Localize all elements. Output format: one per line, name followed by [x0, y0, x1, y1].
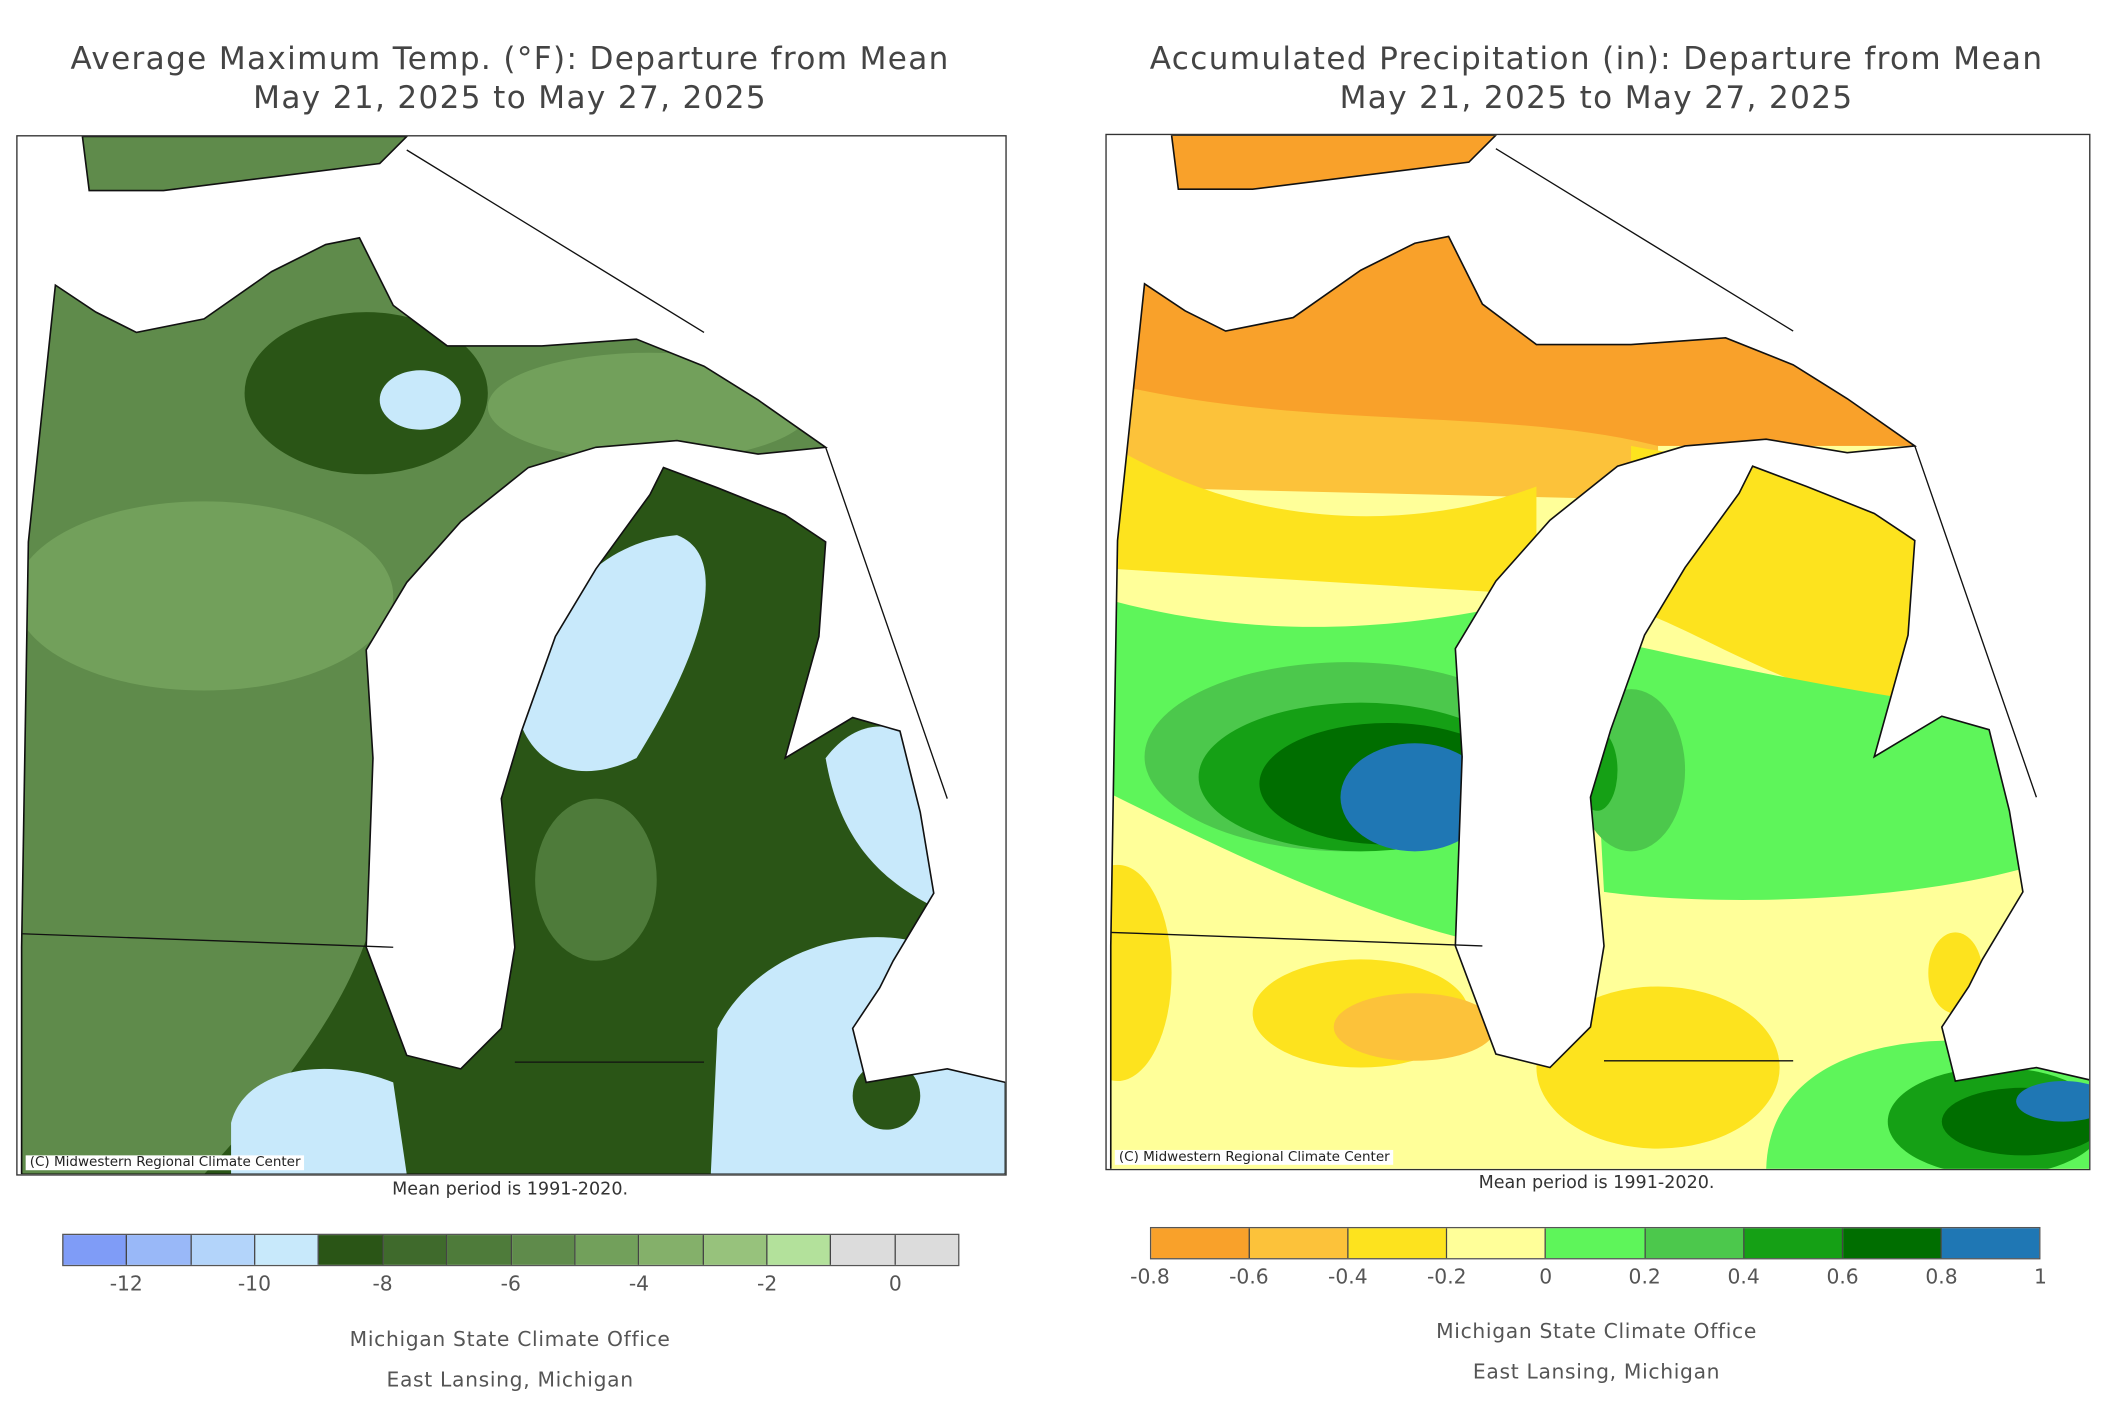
- legend-tick-label: -0.6: [1229, 1264, 1269, 1290]
- legend-swatch: [1348, 1228, 1448, 1259]
- legend-tick-label: 0.8: [1925, 1264, 1958, 1290]
- legend-tick-label: -4: [628, 1271, 650, 1296]
- precip-contour-max: [1340, 743, 1490, 852]
- temp-contour-wi: [21, 501, 394, 691]
- temp-contour-lp-west: [535, 798, 657, 961]
- temp-office: Michigan State Climate Office: [349, 1326, 671, 1352]
- temp-contour-up-west: [244, 312, 488, 475]
- legend-tick-label: -0.2: [1426, 1264, 1467, 1290]
- legend-swatch: [1546, 1228, 1646, 1259]
- legend-tick-label: -12: [109, 1271, 143, 1296]
- temp-legend-ticks: -12 -10 -8 -6 -4 -2 0: [62, 1266, 959, 1298]
- temp-legend-bar: [62, 1233, 960, 1267]
- legend-swatch: [1744, 1228, 1843, 1259]
- temp-title-line1: Average Maximum Temp. (°F): Departure fr…: [70, 41, 950, 78]
- legend-tick-label: -8: [372, 1271, 393, 1296]
- legend-tick-label: -2: [757, 1271, 778, 1296]
- precip-mean-period: Mean period is 1991-2020.: [1478, 1172, 1715, 1194]
- temp-map-svg: [20, 136, 1006, 1175]
- precip-title-dates: May 21, 2025 to May 27, 2025: [1339, 81, 1854, 117]
- temp-location: East Lansing, Michigan: [386, 1367, 634, 1392]
- legend-swatch: [1842, 1228, 1942, 1259]
- temp-mean-period: Mean period is 1991-2020.: [392, 1179, 629, 1200]
- legend-swatch: [703, 1235, 768, 1265]
- temp-title-dates: May 21, 2025 to May 27, 2025: [253, 81, 768, 117]
- temp-contour-up-east: [487, 352, 813, 461]
- temp-contour-se-warm: [852, 1062, 921, 1130]
- state-borders: [21, 149, 948, 1063]
- legend-swatch: [255, 1235, 320, 1265]
- precip-legend-ticks: -0.8 -0.6 -0.4 -0.2 0 0.2 0.4 0.6 0.8 1: [1130, 1259, 2047, 1291]
- precip-departure-map: (C) Midwestern Regional Climate Center: [1105, 133, 2091, 1171]
- legend-swatch: [191, 1235, 256, 1265]
- precip-contour-yellow-band: [1110, 432, 1537, 595]
- precip-contour-up: [1110, 135, 2090, 446]
- legend-tick-label: 1: [2034, 1264, 2047, 1290]
- legend-tick-label: -0.4: [1328, 1264, 1368, 1290]
- legend-tick-label: -10: [237, 1271, 271, 1296]
- legend-swatch: [1151, 1228, 1251, 1259]
- legend-tick-label: 0.2: [1628, 1264, 1661, 1290]
- legend-swatch: [447, 1235, 512, 1265]
- legend-swatch: [383, 1235, 448, 1265]
- legend-tick-label: -0.8: [1130, 1264, 1170, 1290]
- temp-contour-cool-nlp: [514, 535, 706, 772]
- precip-legend: -0.8 -0.6 -0.4 -0.2 0 0.2 0.4 0.6 0.8 1: [1130, 1226, 2047, 1292]
- precip-title-line1: Accumulated Precipitation (in): Departur…: [1149, 41, 2044, 78]
- legend-tick-label: -6: [500, 1271, 521, 1296]
- legend-swatch: [575, 1235, 640, 1265]
- legend-tick-label: 0: [888, 1271, 902, 1296]
- legend-tick-label: 0: [1539, 1264, 1553, 1290]
- precip-map-title: Accumulated Precipitation (in): Departur…: [1105, 41, 2087, 119]
- temp-contour-cool-up: [379, 370, 461, 430]
- state-borders: [1110, 148, 2038, 1062]
- precip-contour-lp-green: [1590, 635, 2037, 900]
- temp-contour-cool-sw: [231, 1068, 407, 1175]
- map-credit: (C) Midwestern Regional Climate Center: [1114, 1149, 1394, 1165]
- legend-swatch: [831, 1235, 896, 1265]
- precip-office: Michigan State Climate Office: [1436, 1318, 1758, 1344]
- legend-swatch: [895, 1235, 959, 1265]
- legend-swatch: [127, 1235, 192, 1265]
- precip-legend-bar: [1149, 1226, 2041, 1260]
- precip-map-svg: [1109, 135, 2090, 1169]
- legend-swatch: [63, 1235, 128, 1265]
- map-credit: (C) Midwestern Regional Climate Center: [25, 1155, 305, 1171]
- legend-swatch: [1447, 1228, 1547, 1259]
- legend-tick-label: 0.6: [1826, 1264, 1859, 1290]
- legend-swatch: [767, 1235, 832, 1265]
- temp-legend: -12 -10 -8 -6 -4 -2 0: [62, 1233, 960, 1299]
- temp-departure-map: (C) Midwestern Regional Climate Center: [16, 135, 1007, 1176]
- legend-swatch: [319, 1235, 384, 1265]
- legend-swatch: [1941, 1228, 2040, 1259]
- legend-swatch: [511, 1235, 576, 1265]
- precip-location: East Lansing, Michigan: [1472, 1359, 1721, 1384]
- legend-swatch: [1645, 1228, 1745, 1259]
- temp-map-title: Average Maximum Temp. (°F): Departure fr…: [16, 41, 1004, 119]
- legend-tick-label: 0.4: [1727, 1264, 1760, 1290]
- legend-swatch: [639, 1235, 704, 1265]
- legend-swatch: [1250, 1228, 1349, 1259]
